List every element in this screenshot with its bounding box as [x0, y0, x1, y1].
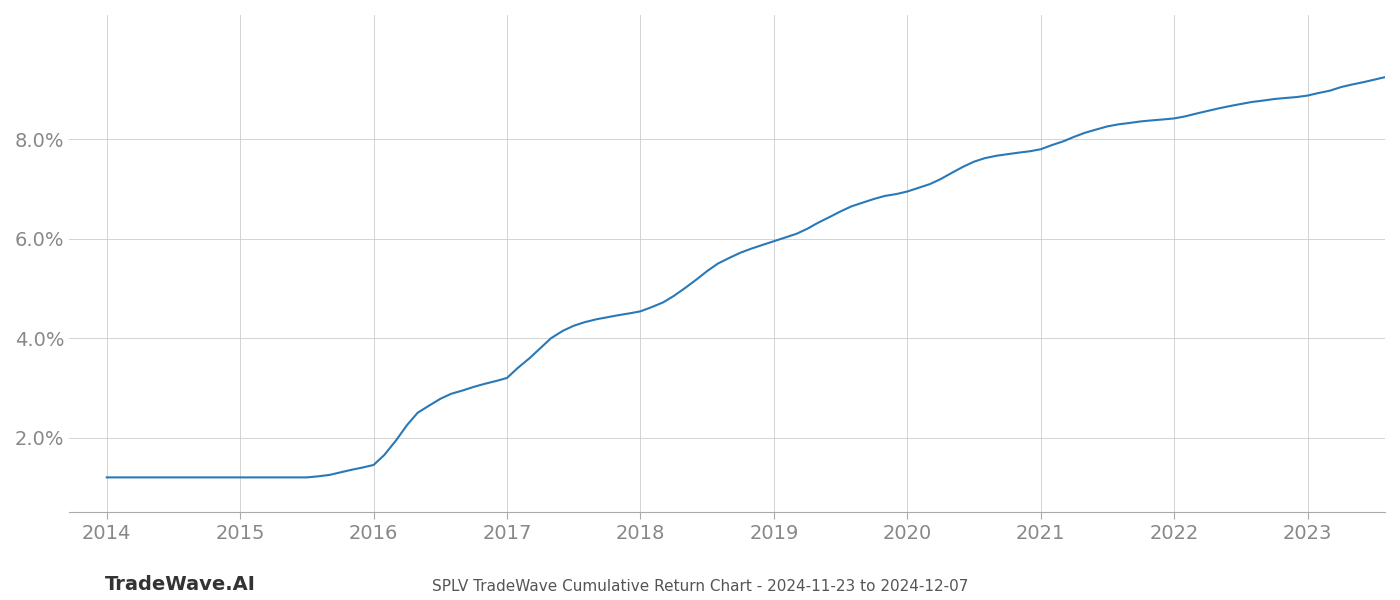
Text: TradeWave.AI: TradeWave.AI [105, 575, 256, 594]
Text: SPLV TradeWave Cumulative Return Chart - 2024-11-23 to 2024-12-07: SPLV TradeWave Cumulative Return Chart -… [431, 579, 969, 594]
